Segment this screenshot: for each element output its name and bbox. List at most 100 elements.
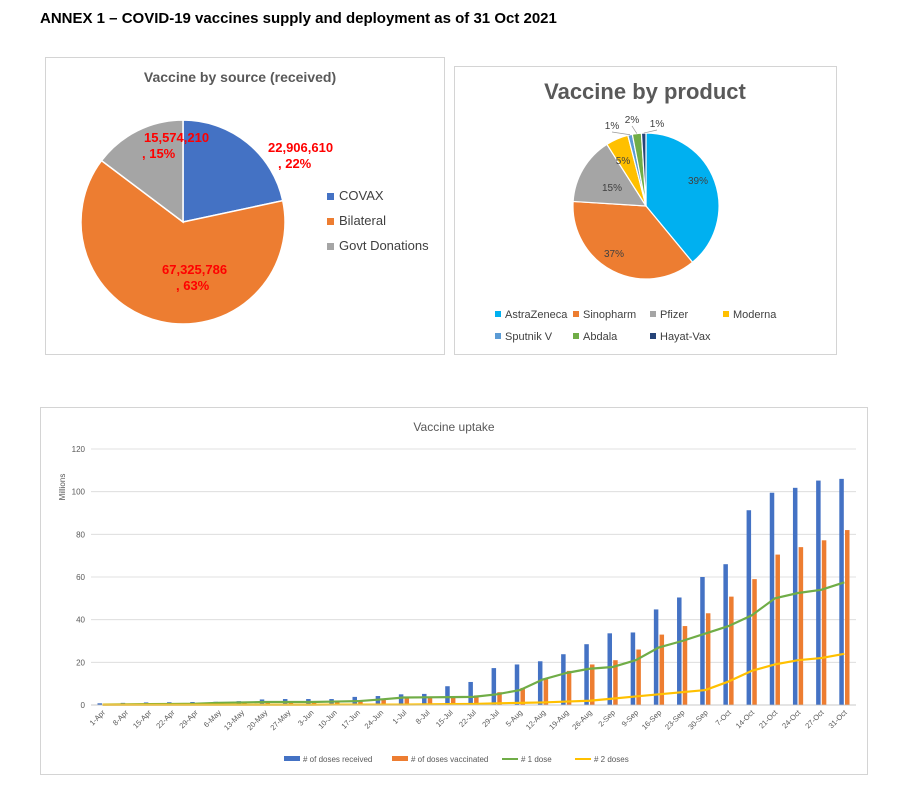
legend-label: # of doses received bbox=[303, 755, 372, 764]
x-tick-label: 5-Aug bbox=[504, 708, 525, 729]
bar-of-doses-vaccinated bbox=[358, 700, 363, 705]
y-tick-label: 20 bbox=[76, 658, 85, 667]
data-label-value: 15,574,210 bbox=[144, 130, 209, 145]
pie-slice-sinopharm bbox=[572, 200, 694, 280]
x-tick-label: 3-Jun bbox=[296, 708, 316, 728]
data-label-sinopharm: 37% bbox=[604, 249, 624, 260]
x-tick-label: 2-Sep bbox=[596, 708, 617, 729]
x-tick-label: 26-Aug bbox=[570, 708, 593, 731]
x-tick-label: 31-Oct bbox=[827, 707, 850, 730]
bar-of-doses-vaccinated bbox=[450, 696, 456, 705]
bar-of-doses-vaccinated bbox=[497, 692, 502, 705]
bar-of-doses-received bbox=[792, 487, 798, 705]
bar-of-doses-vaccinated bbox=[566, 670, 572, 705]
y-tick-label: 60 bbox=[76, 573, 85, 582]
pie-slice-hayat-vax bbox=[640, 132, 647, 207]
legend-swatch bbox=[392, 756, 408, 761]
chart-title: Vaccine by source (received) bbox=[144, 69, 336, 85]
chart-vaccine-by-source: Vaccine by source (received) 22,906,610, … bbox=[45, 57, 445, 355]
leader-line bbox=[611, 131, 631, 136]
bar-of-doses-received bbox=[607, 633, 612, 705]
x-tick-label: 1-Apr bbox=[88, 708, 108, 728]
legend-label: COVAX bbox=[339, 188, 384, 203]
legend-swatch bbox=[650, 311, 656, 317]
bar-of-doses-received bbox=[514, 664, 520, 705]
legend-swatch bbox=[327, 193, 334, 200]
legend-swatch bbox=[650, 333, 656, 339]
bar-of-doses-received bbox=[422, 693, 427, 705]
legend-swatch bbox=[495, 333, 501, 339]
pie-chart-product: Vaccine by product 39% 37% 15% 5% 1% 2% 1% Astra… bbox=[495, 79, 777, 343]
legend-label: AstraZeneca bbox=[505, 309, 568, 321]
legend-label: # 2 doses bbox=[594, 755, 629, 764]
bar-of-doses-received bbox=[769, 492, 775, 705]
x-tick-label: 9-Sep bbox=[620, 708, 641, 729]
legend-swatch bbox=[573, 311, 579, 317]
bar-of-doses-vaccinated bbox=[520, 687, 525, 705]
pie-slice-pfizer bbox=[572, 143, 648, 207]
bar-of-doses-received bbox=[398, 694, 404, 705]
y-tick-label: 120 bbox=[72, 445, 86, 454]
legend-label: Sinopharm bbox=[583, 309, 636, 321]
x-tick-label: 16-Sep bbox=[640, 708, 663, 731]
x-tick-label: 8-Jul bbox=[414, 708, 432, 726]
bar-of-doses-received bbox=[97, 703, 102, 705]
data-label-value: 67,325,786 bbox=[162, 262, 227, 277]
bar-of-doses-received bbox=[584, 644, 589, 705]
legend-swatch bbox=[284, 756, 300, 761]
legend-label: Bilateral bbox=[339, 213, 386, 228]
x-tick-label: 30-Sep bbox=[686, 708, 709, 731]
y-tick-label: 40 bbox=[76, 616, 85, 625]
bar-of-doses-received bbox=[839, 478, 844, 705]
x-tick-label: 21-Oct bbox=[757, 707, 780, 730]
legend-label: # of doses vaccinated bbox=[411, 755, 488, 764]
bar-of-doses-vaccinated bbox=[682, 626, 688, 705]
bar-of-doses-vaccinated bbox=[705, 613, 711, 705]
legend-swatch bbox=[495, 311, 501, 317]
bar-of-doses-vaccinated bbox=[590, 664, 595, 705]
x-tick-label: 14-Oct bbox=[734, 707, 757, 730]
x-tick-label: 23-Sep bbox=[663, 708, 686, 731]
bar-of-doses-vaccinated bbox=[543, 678, 549, 705]
x-tick-label: 13-May bbox=[222, 708, 246, 732]
pie-slice-astrazeneca bbox=[645, 132, 720, 264]
legend-label: Pfizer bbox=[660, 309, 688, 321]
x-tick-label: 15-Apr bbox=[131, 708, 154, 731]
legend-label: Abdala bbox=[583, 331, 618, 343]
legend-label: Hayat-Vax bbox=[660, 331, 711, 343]
data-label-astrazeneca: 39% bbox=[688, 176, 708, 187]
x-tick-label: 27-May bbox=[268, 708, 292, 732]
x-tick-label: 22-Apr bbox=[154, 708, 177, 731]
chart-title: Vaccine uptake bbox=[413, 420, 494, 434]
bar-line-chart-uptake: Vaccine uptake 0 20 40 60 80 100 120 Millions 1-A… bbox=[58, 420, 856, 764]
data-label-moderna: 5% bbox=[616, 156, 631, 167]
pie-slice-covax bbox=[182, 119, 284, 223]
legend-swatch bbox=[723, 311, 729, 317]
data-label-hayat-vax: 1% bbox=[650, 119, 665, 130]
leader-line bbox=[631, 125, 638, 134]
x-tick-label: 10-Jun bbox=[316, 708, 339, 731]
data-label-pfizer: 15% bbox=[602, 183, 622, 194]
x-tick-label: 6-May bbox=[202, 708, 223, 729]
x-tick-label: 15-Jul bbox=[434, 708, 455, 729]
bar-of-doses-vaccinated bbox=[427, 696, 433, 705]
legend-swatch bbox=[573, 333, 579, 339]
bar-of-doses-received bbox=[445, 686, 450, 705]
bar-of-doses-received bbox=[537, 661, 543, 705]
bar-of-doses-vaccinated bbox=[775, 554, 780, 705]
y-axis-label: Millions bbox=[58, 474, 67, 501]
bar-of-doses-received bbox=[561, 654, 566, 705]
legend-swatch bbox=[327, 243, 334, 250]
data-label-percent: , 63% bbox=[176, 278, 210, 293]
bar-of-doses-vaccinated bbox=[845, 530, 850, 705]
legend-label: # 1 dose bbox=[521, 755, 552, 764]
x-tick-label: 22-Jul bbox=[457, 708, 478, 729]
bar-of-doses-vaccinated bbox=[821, 540, 827, 705]
bar-of-doses-received bbox=[468, 681, 473, 705]
page-title: ANNEX 1 – COVID-19 vaccines supply and d… bbox=[40, 10, 557, 27]
data-label-abdala: 2% bbox=[625, 115, 640, 126]
bar-of-doses-received bbox=[491, 668, 497, 705]
bar-of-doses-vaccinated bbox=[636, 649, 641, 705]
bar-of-doses-received bbox=[700, 577, 705, 705]
y-tick-label: 100 bbox=[72, 488, 86, 497]
